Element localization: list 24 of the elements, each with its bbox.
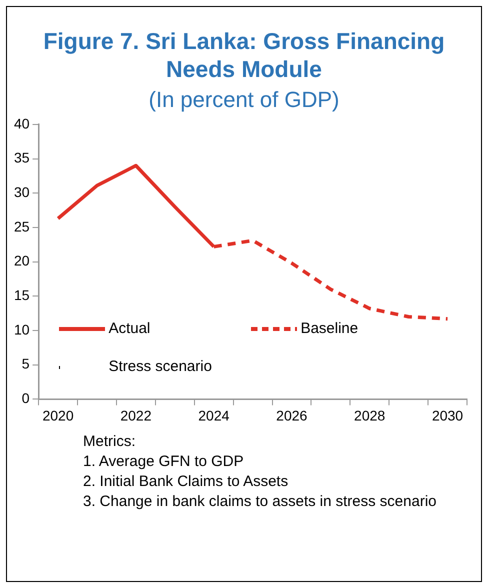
chart-title: Figure 7. Sri Lanka: Gross Financing Needs Module bbox=[42, 27, 446, 83]
text: 2. Initial Bank Claims to Assets bbox=[83, 472, 290, 492]
x-tick-label: 2026 bbox=[276, 407, 308, 424]
text: 1. Average GFN to GDP bbox=[83, 452, 245, 472]
y-tick-label: 20 bbox=[14, 252, 30, 269]
text: Metrics: bbox=[83, 432, 136, 452]
y-tick-label: 25 bbox=[14, 218, 30, 234]
y-tick-label: 5 bbox=[22, 356, 30, 372]
y-tick-label: 40 bbox=[14, 115, 30, 132]
y-tick-label: 30 bbox=[14, 184, 30, 200]
x-tick-label: 2024 bbox=[198, 407, 230, 424]
text: 3. Change in bank claims to assets in stress scenario bbox=[83, 492, 438, 512]
y-tick-label: 15 bbox=[14, 287, 30, 304]
legend-label: Stress scenario bbox=[108, 358, 212, 376]
x-tick-label: 2030 bbox=[432, 407, 464, 424]
legend-label: Baseline bbox=[300, 320, 358, 338]
chart-subtitle: (In percent of GDP) bbox=[148, 87, 340, 113]
x-tick-label: 2022 bbox=[120, 407, 152, 424]
y-tick-label: 35 bbox=[14, 150, 30, 166]
legend-label: Actual bbox=[108, 320, 150, 338]
y-tick-label: 10 bbox=[14, 321, 30, 338]
y-tick-label: 0 bbox=[22, 390, 30, 406]
x-tick-label: 2020 bbox=[42, 407, 74, 424]
x-tick-label: 2028 bbox=[354, 407, 386, 424]
